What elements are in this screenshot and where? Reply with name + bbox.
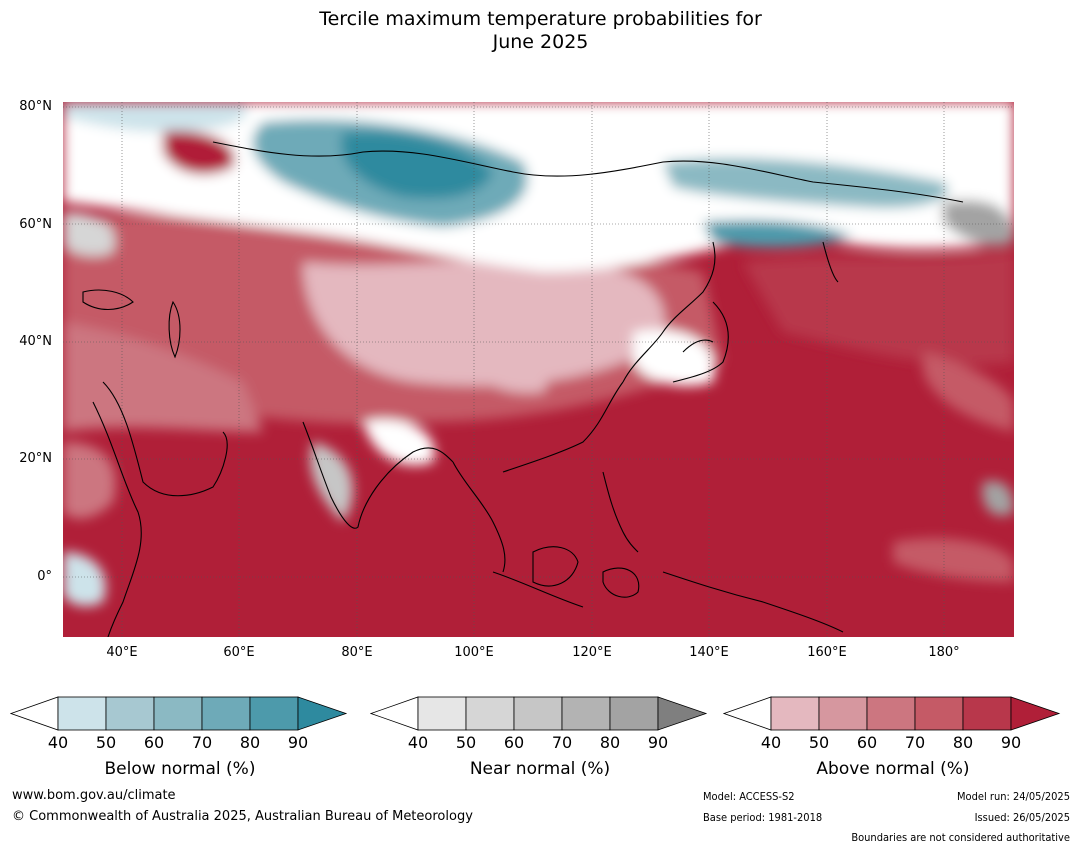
colorbar-swatch <box>57 696 107 731</box>
tick: 80 <box>239 733 261 752</box>
colorbar-extend-low <box>9 696 59 731</box>
lon-label-100e: 100°E <box>454 645 494 660</box>
colorbar-above-swatches <box>722 696 1061 731</box>
chart-title: Tercile maximum temperature probabilitie… <box>0 8 1081 54</box>
colorbar-swatch <box>770 696 820 731</box>
colorbar-below-swatches <box>9 696 348 731</box>
footer-model: Model: ACCESS-S2 <box>703 790 795 803</box>
footer-base-period: Base period: 1981-2018 <box>703 811 823 824</box>
tick: 50 <box>808 733 830 752</box>
colorbar-below <box>9 696 350 738</box>
footer-disclaimer: Boundaries are not considered authoritat… <box>851 831 1070 844</box>
footer-url: www.bom.gov.au/climate <box>12 788 176 803</box>
tick: 90 <box>287 733 309 752</box>
tick: 60 <box>856 733 878 752</box>
tick: 60 <box>503 733 525 752</box>
colorbar-above-label: Above normal (%) <box>816 759 970 779</box>
colorbar-below-label: Below normal (%) <box>104 759 256 779</box>
tick: 50 <box>455 733 477 752</box>
title-line-2: June 2025 <box>492 31 589 53</box>
colorbar-extend-high <box>657 696 708 731</box>
colorbar-swatch <box>818 696 868 731</box>
lat-label-20n: 20°N <box>19 451 52 466</box>
coastlines <box>82 141 964 637</box>
colorbar-swatch <box>153 696 203 731</box>
lon-label-120e: 120°E <box>572 645 612 660</box>
lat-label-60n: 60°N <box>19 217 52 232</box>
lon-label-160e: 160°E <box>807 645 847 660</box>
tick: 80 <box>952 733 974 752</box>
lat-label-40n: 40°N <box>19 334 52 349</box>
tick: 60 <box>143 733 165 752</box>
tick: 40 <box>47 733 69 752</box>
colorbar-swatch <box>561 696 611 731</box>
colorbar-swatch <box>201 696 251 731</box>
tick: 90 <box>1000 733 1022 752</box>
footer-issued: Issued: 26/05/2025 <box>974 811 1070 824</box>
lat-label-0: 0° <box>37 569 52 584</box>
tick: 40 <box>407 733 429 752</box>
colorbar-extend-high <box>1010 696 1061 731</box>
colorbar-swatch <box>962 696 1012 731</box>
tick: 70 <box>551 733 573 752</box>
colorbar-swatch <box>513 696 563 731</box>
footer-copyright: © Commonwealth of Australia 2025, Austra… <box>12 809 473 824</box>
colorbar-near-swatches <box>369 696 708 731</box>
footer-model-run: Model run: 24/05/2025 <box>957 790 1070 803</box>
tick: 40 <box>760 733 782 752</box>
colorbar-swatch <box>465 696 515 731</box>
colorbar-swatch <box>914 696 964 731</box>
colorbar-swatch <box>105 696 155 731</box>
colorbar-above <box>722 696 1063 738</box>
colorbar-extend-low <box>722 696 772 731</box>
lat-label-80n: 80°N <box>19 99 52 114</box>
tick: 50 <box>95 733 117 752</box>
lon-label-180: 180° <box>928 645 960 660</box>
colorbar-swatch <box>609 696 659 731</box>
title-line-1: Tercile maximum temperature probabilitie… <box>319 8 762 30</box>
tick: 70 <box>904 733 926 752</box>
colorbar-swatch <box>417 696 467 731</box>
lon-label-140e: 140°E <box>689 645 729 660</box>
colorbar-near-label: Near normal (%) <box>469 759 611 779</box>
colorbar-swatch <box>249 696 299 731</box>
colorbar-near <box>369 696 710 738</box>
lon-label-80e: 80°E <box>341 645 373 660</box>
colorbar-extend-high <box>297 696 348 731</box>
map-canvas <box>63 102 1014 637</box>
graticule <box>63 102 1014 637</box>
colorbar-extend-low <box>369 696 419 731</box>
tick: 90 <box>647 733 669 752</box>
forecast-map <box>63 102 1014 637</box>
colorbar-swatch <box>866 696 916 731</box>
tick: 70 <box>191 733 213 752</box>
tick: 80 <box>599 733 621 752</box>
lon-label-40e: 40°E <box>106 645 138 660</box>
lon-label-60e: 60°E <box>223 645 255 660</box>
